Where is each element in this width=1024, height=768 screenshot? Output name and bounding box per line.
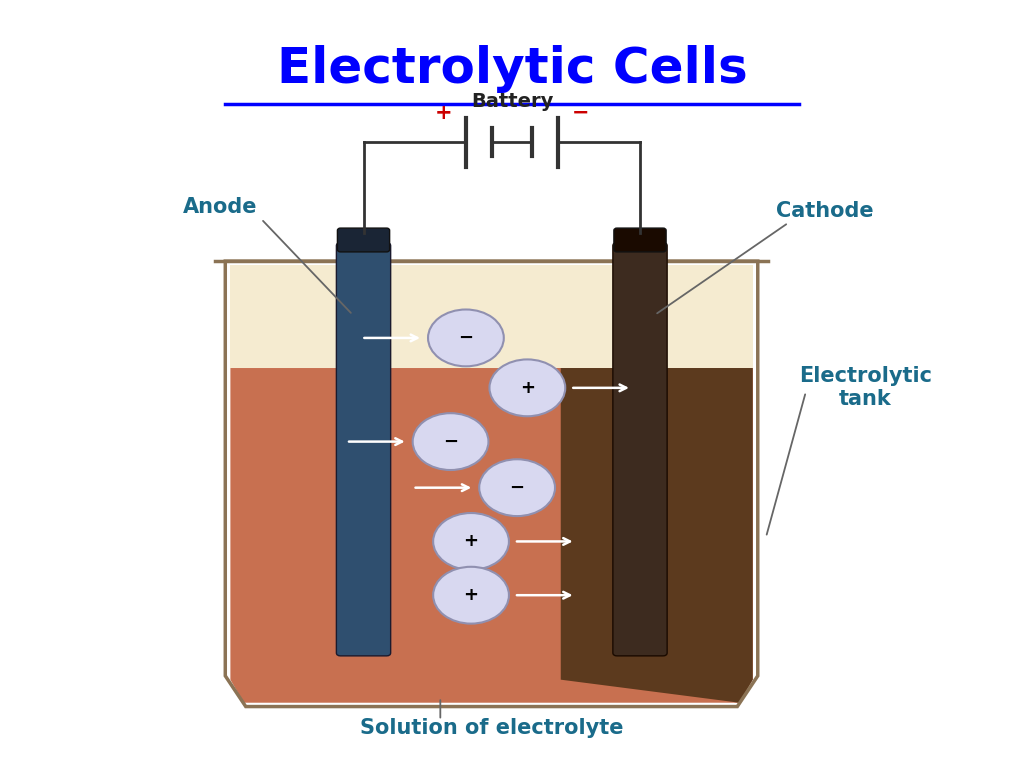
Circle shape — [433, 513, 509, 570]
Polygon shape — [230, 265, 753, 368]
Text: Battery: Battery — [471, 92, 553, 111]
Polygon shape — [561, 368, 753, 703]
Text: −: − — [443, 432, 458, 451]
Polygon shape — [555, 368, 753, 703]
FancyBboxPatch shape — [612, 243, 668, 656]
Text: −: − — [510, 478, 524, 497]
FancyBboxPatch shape — [614, 228, 667, 252]
Text: Solution of electrolyte: Solution of electrolyte — [359, 718, 624, 738]
Text: +: + — [464, 532, 478, 551]
Circle shape — [489, 359, 565, 416]
Circle shape — [479, 459, 555, 516]
Polygon shape — [230, 368, 753, 703]
Text: Anode: Anode — [183, 197, 257, 217]
Text: Electrolytic Cells: Electrolytic Cells — [276, 45, 748, 93]
Text: +: + — [520, 379, 535, 397]
FancyBboxPatch shape — [336, 243, 390, 656]
FancyBboxPatch shape — [337, 228, 389, 252]
Text: +: + — [464, 586, 478, 604]
Text: Cathode: Cathode — [775, 201, 873, 221]
Circle shape — [428, 310, 504, 366]
Text: −: − — [459, 329, 473, 347]
Text: −: − — [571, 103, 590, 123]
Circle shape — [433, 567, 509, 624]
Circle shape — [413, 413, 488, 470]
Text: +: + — [434, 103, 453, 123]
Text: Electrolytic
tank: Electrolytic tank — [799, 366, 932, 409]
